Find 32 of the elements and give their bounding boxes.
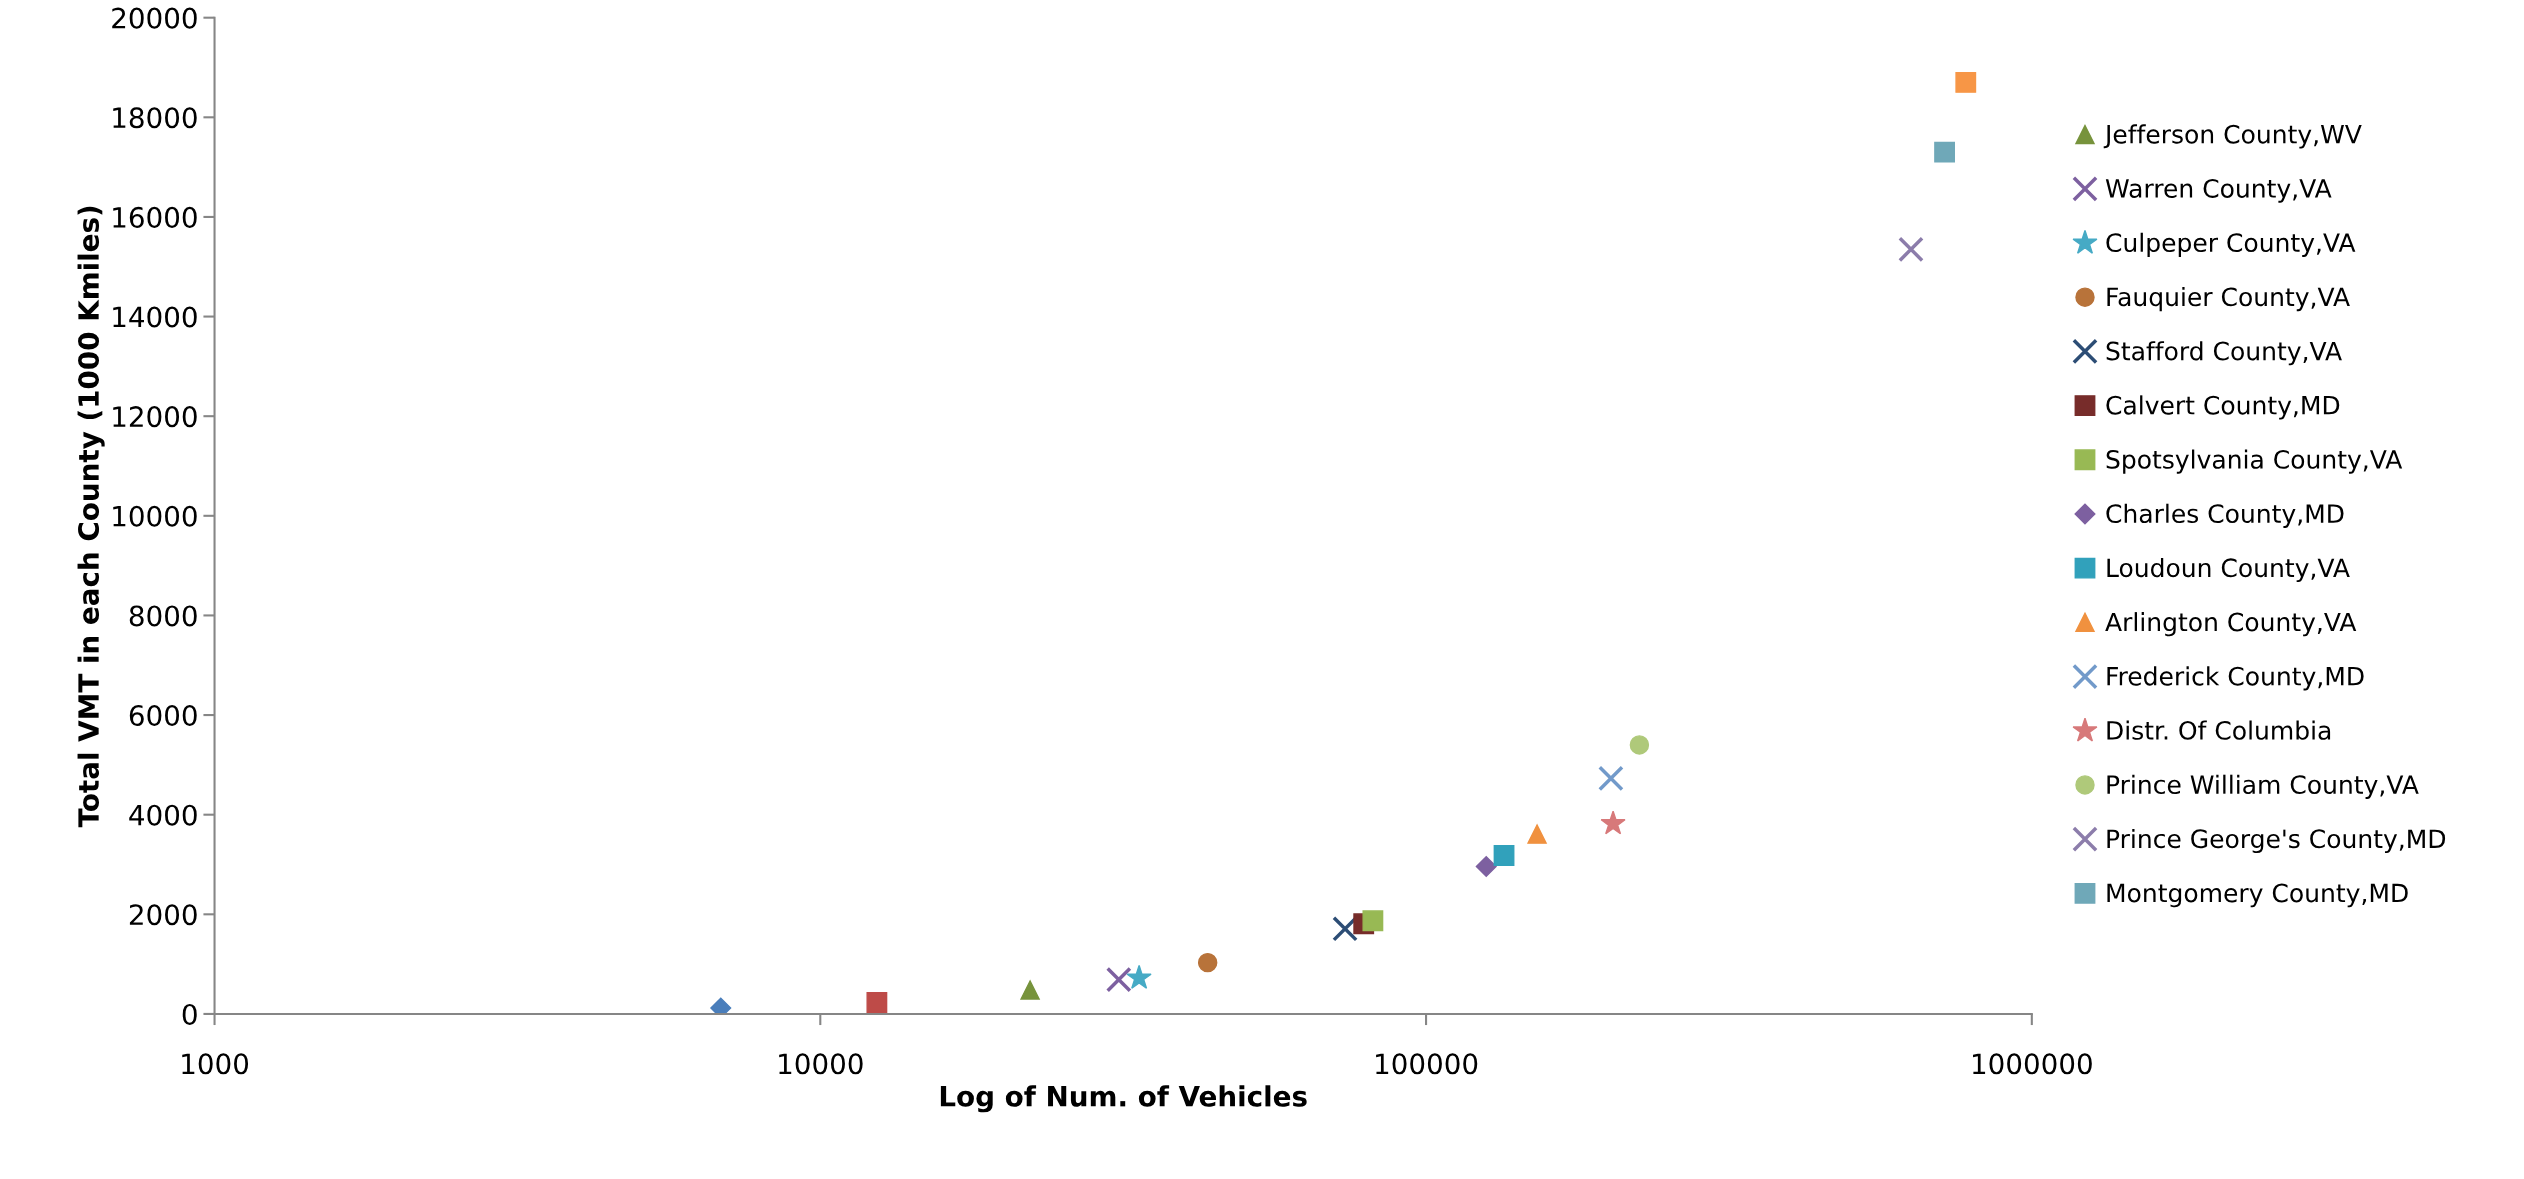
y-tick-label: 6000 — [129, 705, 197, 727]
legend-label: Frederick County,MD — [2107, 666, 2364, 691]
y-tick-label: 2000 — [129, 904, 197, 926]
legend-label: Stafford County,VA — [2106, 341, 2342, 366]
legend-label: Fauquier County,VA — [2107, 286, 2350, 312]
y-tick-label: 10000 — [113, 505, 197, 527]
y-tick-label: 8000 — [129, 605, 197, 627]
y-tick-label: 18000 — [113, 107, 197, 129]
y-tick-label: 4000 — [129, 804, 197, 826]
legend-label: Spotsylvania County,VA — [2106, 449, 2403, 474]
legend-label: Culpeper County,VA — [2106, 232, 2356, 257]
x-tick-label: 1000000 — [1973, 1053, 2092, 1075]
legend-label: Montgomery County,MD — [2107, 883, 2408, 908]
legend-label: Distr. Of Columbia — [2107, 720, 2331, 740]
x-tick-label: 10000 — [779, 1053, 863, 1075]
y-tick-label: 0 — [182, 1003, 197, 1025]
y-tick-label: 12000 — [113, 406, 197, 428]
y-tick-label: 16000 — [113, 206, 197, 228]
y-axis-title: Total VMT in each County (1000 Kmiles) — [77, 206, 105, 828]
legend-label: Jefferson County,WV — [2103, 124, 2362, 149]
legend-label: Loudoun County,VA — [2107, 557, 2350, 583]
legend-label: Calvert County,MD — [2106, 395, 2340, 420]
legend-label: Prince George's County,MD — [2107, 828, 2446, 854]
legend-label: Prince William County,VA — [2107, 774, 2419, 799]
legend-label: Charles County,MD — [2106, 503, 2344, 528]
legend-label: Arlington County,VA — [2105, 612, 2357, 637]
x-tick-label: 100000 — [1376, 1053, 1478, 1075]
y-tick-label: 20000 — [112, 7, 197, 29]
y-tick-label: 14000 — [113, 306, 197, 328]
legend-label: Warren County,VA — [2105, 178, 2332, 203]
x-tick-label: 1000 — [182, 1053, 249, 1075]
x-axis-title: Log of Num. of Vehicles — [940, 1085, 1307, 1113]
